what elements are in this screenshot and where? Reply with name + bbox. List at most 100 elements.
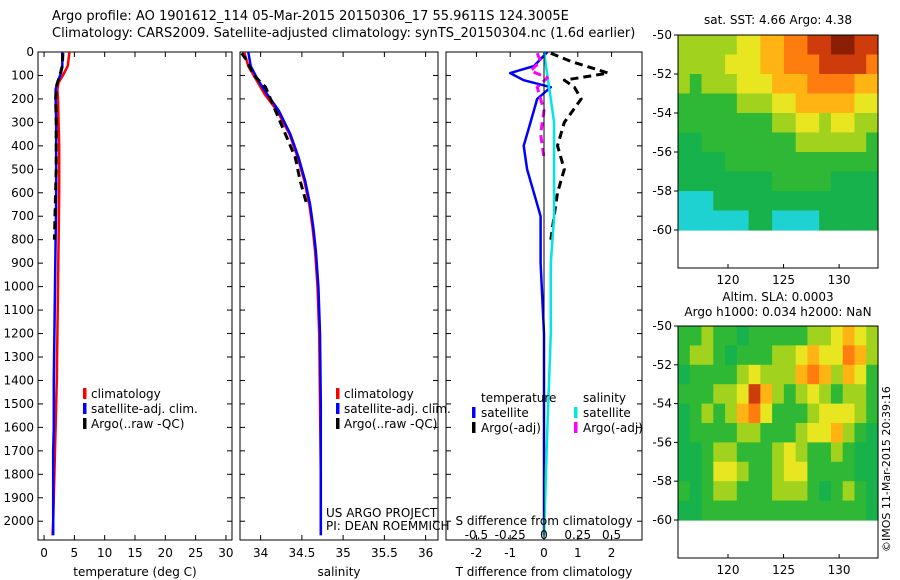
sla-map-cell xyxy=(783,481,797,502)
sst-map-cell xyxy=(830,210,844,231)
panel-temp xyxy=(37,51,233,541)
sla-map-cell xyxy=(760,461,773,482)
sst-map-cell xyxy=(807,171,820,192)
sla-map-cell xyxy=(713,461,726,482)
sst-map-cell xyxy=(772,132,785,153)
diff-legend-temp-title: temperature xyxy=(481,391,556,405)
sst-map-ytick-label: -52 xyxy=(652,67,672,81)
sla-map-cell xyxy=(760,423,773,443)
sla-map-cell xyxy=(807,442,820,463)
sst-map-cell xyxy=(783,74,797,95)
sla-map-cell xyxy=(748,481,761,502)
sst-map-cell xyxy=(807,191,820,212)
sla-map-cell xyxy=(854,481,867,502)
sla-map-cell xyxy=(689,384,703,405)
diff-xtick-label: 1 xyxy=(574,546,582,560)
sla-map-cell xyxy=(819,384,832,405)
sla-map-cell xyxy=(830,384,844,405)
sla-map-cell xyxy=(725,403,738,424)
sla-map-cell xyxy=(689,461,703,482)
sst-map-cell xyxy=(689,113,703,134)
sal-xtick-label: 36 xyxy=(418,546,433,560)
diff-legend-swatch xyxy=(574,407,578,418)
sst-map-cell xyxy=(689,54,703,75)
sla-map-cell xyxy=(689,423,703,443)
sla-map-cell xyxy=(701,384,714,405)
sla-map-cell xyxy=(725,423,738,443)
sla-map-cell xyxy=(795,345,809,366)
diff-s-tick-label: 0.5 xyxy=(602,528,621,542)
sla-map-cell xyxy=(783,403,797,424)
sla-map-cell xyxy=(748,384,761,405)
sst-map-ytick-label: -50 xyxy=(652,28,672,42)
sla-map-cell xyxy=(807,345,820,366)
panel-sla-map xyxy=(674,325,879,559)
sla-map-cell xyxy=(819,481,832,502)
sst-map-cell xyxy=(701,132,714,153)
temp-ytick-label: 400 xyxy=(11,139,34,153)
sla-map-cell xyxy=(783,364,797,385)
sla-map-cell xyxy=(866,403,879,424)
sla-map-cell xyxy=(772,384,785,405)
sst-map-cell xyxy=(689,35,703,56)
temp-xtick-label: 10 xyxy=(97,546,112,560)
sst-map-cell xyxy=(736,191,750,212)
temp-ytick-label: 100 xyxy=(11,68,34,82)
sla-map-cell xyxy=(830,461,844,482)
sla-map-cell xyxy=(819,364,832,385)
sst-map-cell xyxy=(842,35,856,56)
temp-ytick-label: 300 xyxy=(11,115,34,129)
temp-legend-swatch xyxy=(83,403,87,414)
sst-map-cell xyxy=(854,191,867,212)
sst-map-cell xyxy=(795,132,809,153)
sla-map-xtick-label: 130 xyxy=(828,563,851,577)
sst-map-cell xyxy=(736,210,750,231)
sst-map-cell xyxy=(772,210,785,231)
sla-map-cell xyxy=(807,326,820,346)
temp-ytick-label: 1700 xyxy=(3,444,34,458)
sst-map-cell xyxy=(866,152,879,173)
sla-map-cell xyxy=(795,461,809,482)
sla-map-cell xyxy=(830,364,844,385)
temp-legend-entry: Argo(..raw -QC) xyxy=(91,417,184,431)
sla-map-cell xyxy=(783,423,797,443)
sla-map-cell xyxy=(736,423,750,443)
sla-map-cell xyxy=(760,326,773,346)
sst-map-cell xyxy=(689,93,703,114)
sla-map-cell xyxy=(795,326,809,346)
sst-map-cell xyxy=(736,113,750,134)
sst-map-cell xyxy=(783,171,797,192)
sst-map-cell xyxy=(678,191,691,212)
sst-map-cell xyxy=(736,93,750,114)
sla-map-cell xyxy=(678,403,691,424)
sla-map-cell xyxy=(725,384,738,405)
diff-legend-swatch xyxy=(472,407,476,418)
sla-map-cell xyxy=(701,461,714,482)
diff-legend-sal-title: salinity xyxy=(583,391,626,405)
sla-map-cell xyxy=(783,461,797,482)
sst-map-cell xyxy=(748,35,761,56)
sst-map-cell xyxy=(866,54,879,75)
sla-map-cell xyxy=(713,326,726,346)
sst-map-cell xyxy=(760,35,773,56)
sla-map-cell xyxy=(854,403,867,424)
sst-map-cell xyxy=(819,54,832,75)
sla-map-cell xyxy=(795,364,809,385)
sst-map-ytick-label: -58 xyxy=(652,184,672,198)
sst-map-cell xyxy=(736,171,750,192)
sla-map-cell xyxy=(830,481,844,502)
diff-series-salinity-argo-adj- xyxy=(529,52,549,158)
sst-map-ytick-label: -60 xyxy=(652,223,672,237)
sla-map-cell xyxy=(830,326,844,346)
sst-map-cell xyxy=(783,35,797,56)
sla-map-cell xyxy=(701,500,714,521)
sla-map-ytick-label: -56 xyxy=(652,435,672,449)
sla-map-cell xyxy=(736,384,750,405)
temp-ytick-label: 1000 xyxy=(3,280,34,294)
sla-map-cell xyxy=(701,345,714,366)
sla-map-cell xyxy=(783,384,797,405)
sla-map-cell xyxy=(783,326,797,346)
sst-map-cell xyxy=(783,210,797,231)
sst-map-cell xyxy=(819,93,832,114)
sst-map-cell xyxy=(748,132,761,153)
